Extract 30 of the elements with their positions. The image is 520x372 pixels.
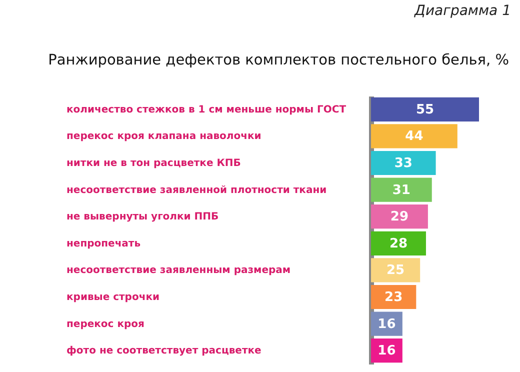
bar: [371, 284, 416, 310]
bar: [371, 204, 428, 229]
data-label: 28: [389, 236, 408, 252]
data-label: 55: [416, 102, 434, 118]
data-label: 44: [405, 129, 424, 144]
y-tick-label: не вывернуты уголки ППБ: [66, 212, 219, 223]
bar: [371, 150, 436, 176]
y-tick-label: фото не соответствует расцветке: [66, 346, 262, 357]
text: Диаграмма 1: [414, 3, 511, 19]
data-label: 16: [378, 344, 396, 359]
y-tick-label: кривые строчки: [66, 292, 160, 303]
y-tick-label: нитки не в тон расцветке КПБ: [66, 158, 241, 169]
y-tick-label: несоответствие заявленной плотности ткани: [66, 184, 327, 196]
data-label: 16: [378, 316, 396, 332]
bar: [371, 258, 420, 282]
data-label: 33: [394, 156, 412, 171]
chart-title: Ранжирование дефектов комплектов постельного белья, %: [48, 52, 509, 68]
data-label: 25: [386, 263, 405, 278]
bar: [371, 231, 426, 256]
y-tick-label: непропечать: [66, 238, 141, 250]
bar: [371, 97, 479, 122]
y-tick-label: перекос кроя: [66, 318, 144, 330]
y-tick-label: несоответствие заявленным размерам: [66, 265, 291, 276]
data-label: 29: [390, 210, 409, 225]
bar: [371, 124, 458, 148]
data-label: 23: [384, 290, 403, 305]
bar: [371, 178, 432, 202]
y-tick-label: перекос кроя клапана наволочки: [66, 131, 262, 142]
y-tick-label: количество стежков в 1 см меньше нормы ГОСТ: [66, 104, 346, 116]
data-label: 31: [392, 182, 410, 198]
